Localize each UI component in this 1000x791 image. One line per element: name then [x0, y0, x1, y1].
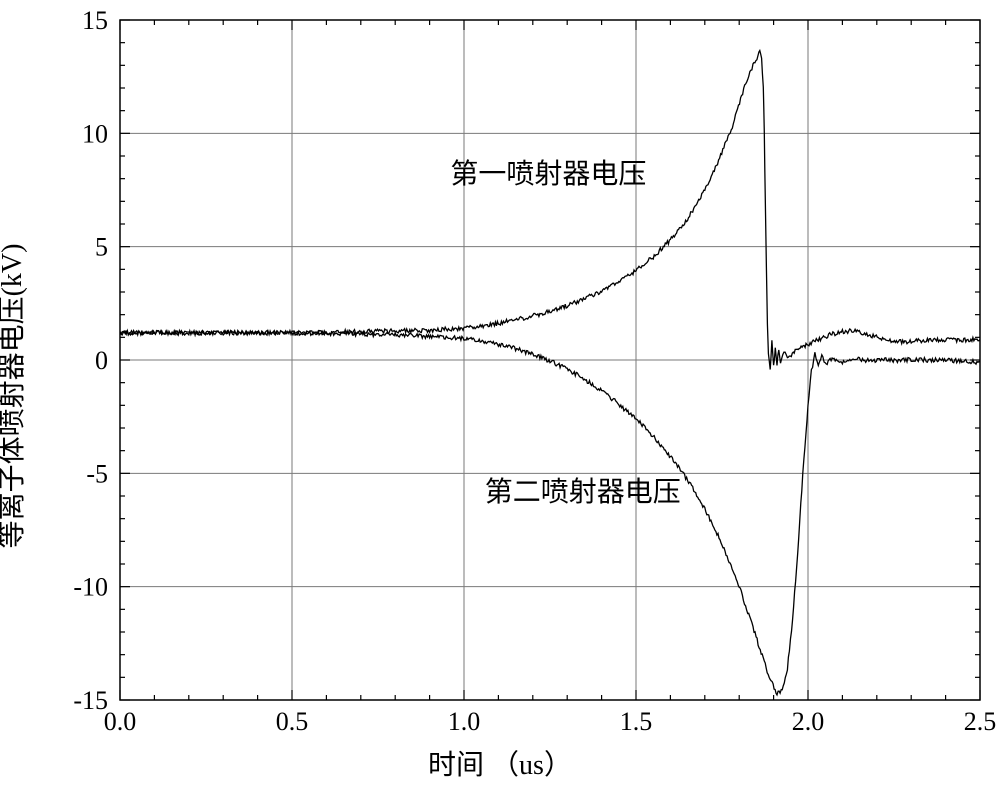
plot-area: 0.0 0.5 1.0 1.5 2.0 2.5 -15 -10 -5 0 5 10 15: [0, 0, 1000, 791]
svg-text:0.5: 0.5: [276, 707, 309, 736]
svg-text:15: 15: [82, 6, 108, 35]
x-axis-label: 时间 （us）: [428, 743, 572, 783]
svg-text:2.5: 2.5: [964, 707, 997, 736]
svg-text:2.0: 2.0: [792, 707, 825, 736]
series2-line: [120, 331, 980, 695]
svg-text:-10: -10: [73, 573, 108, 602]
svg-text:10: 10: [82, 119, 108, 148]
series1-line: [120, 51, 980, 370]
series1-annotation: 第一喷射器电压: [450, 152, 646, 192]
y-axis-label: 等离子体喷射器电压(kV): [0, 243, 30, 548]
svg-text:5: 5: [95, 233, 108, 262]
voltage-time-chart: 等离子体喷射器电压(kV) 时间 （us） 第一喷射器电压 第二喷射器电压 0.…: [0, 0, 1000, 791]
svg-text:1.0: 1.0: [448, 707, 481, 736]
svg-text:0.0: 0.0: [104, 707, 137, 736]
svg-text:-15: -15: [73, 686, 108, 715]
svg-text:0: 0: [95, 346, 108, 375]
series2-annotation: 第二喷射器电压: [485, 470, 681, 510]
svg-text:1.5: 1.5: [620, 707, 653, 736]
svg-text:-5: -5: [86, 459, 108, 488]
